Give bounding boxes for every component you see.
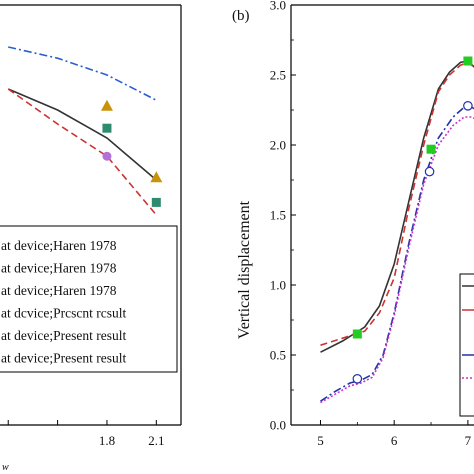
legend-a-entry-3: at dcvice;Prcscnt rcsult	[1, 306, 126, 321]
y-tick-label-6: 3.0	[270, 0, 286, 13]
series-line-2	[320, 106, 474, 402]
y-tick-label-3: 1.5	[270, 208, 286, 223]
series-line-0	[8, 46, 157, 101]
data-point-5-1	[424, 166, 435, 177]
y-tick-label-5: 2.5	[270, 68, 286, 83]
data-point-4-1	[151, 197, 161, 207]
series-line-2	[7, 88, 157, 216]
legend-a-entry-1: at device;Haren 1978	[1, 261, 117, 276]
x-tick-label-0: 1.8	[99, 433, 115, 448]
data-point-3-0	[100, 99, 113, 111]
legend-a-entry-0: at device;Haren 1978	[1, 238, 117, 253]
data-point-5-0	[352, 373, 363, 384]
x-tick-label-1: 6	[391, 433, 398, 448]
x-tick-label-2: 7	[465, 433, 472, 448]
data-point-5-0	[102, 151, 112, 161]
data-point-5-2	[463, 101, 473, 111]
data-point-4-0	[102, 123, 112, 133]
panel-label: (b)	[232, 8, 250, 24]
x-axis-fragment: w	[2, 462, 9, 473]
y-tick-label-2: 1.0	[270, 278, 286, 293]
legend-b-box	[459, 273, 474, 417]
y-axis-title: Vertical displacement	[236, 200, 253, 339]
y-tick-label-1: 0.5	[270, 348, 286, 363]
series-line-3	[320, 116, 474, 404]
data-point-3-1	[150, 171, 163, 183]
x-tick-label-0: 5	[317, 433, 324, 448]
legend-a-entry-2: at device;Haren 1978	[1, 283, 117, 298]
data-point-4-0	[352, 329, 362, 339]
data-point-4-2	[463, 56, 473, 66]
legend-a-box	[0, 225, 178, 373]
legend-a: at device;Haren 1978 at device;Haren 1978…	[0, 225, 178, 373]
y-tick-label-0: 0.0	[270, 418, 286, 433]
data-point-4-1	[426, 144, 436, 154]
series-line-1	[7, 88, 157, 181]
panel-b: 0.0 0.5 1.0 1.5 2.0 2.5 3.0 5 6 7 Vertical displac…	[232, 0, 474, 448]
legend-b	[459, 273, 474, 417]
legend-a-entry-4: at device;Present result	[1, 328, 126, 343]
x-tick-label-1: 2.1	[148, 433, 164, 448]
y-tick-label-4: 2.0	[270, 138, 286, 153]
legend-a-entry-5: at device;Present result	[1, 351, 126, 366]
series-line-0	[320, 60, 474, 353]
